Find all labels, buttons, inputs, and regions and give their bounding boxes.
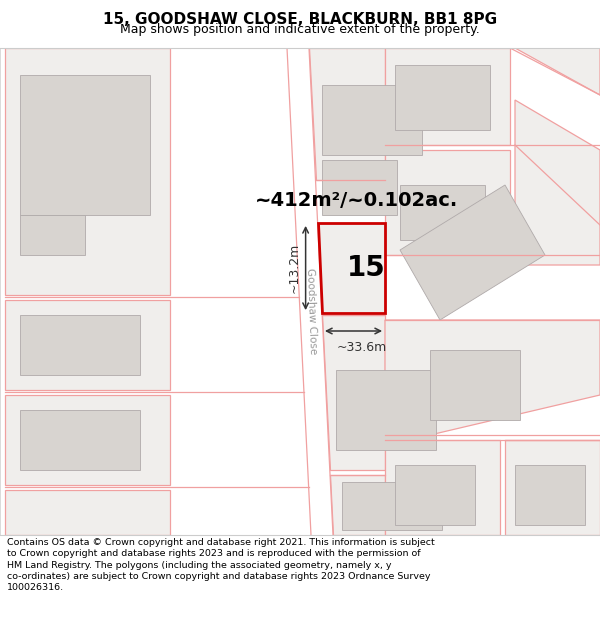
Polygon shape <box>430 350 520 420</box>
Polygon shape <box>505 440 600 535</box>
Polygon shape <box>400 185 485 240</box>
Polygon shape <box>5 490 170 535</box>
Polygon shape <box>395 465 475 525</box>
Polygon shape <box>385 320 600 435</box>
Text: ~33.6m: ~33.6m <box>336 341 386 354</box>
Polygon shape <box>20 215 85 255</box>
Polygon shape <box>5 395 170 485</box>
Polygon shape <box>322 160 397 215</box>
Polygon shape <box>515 100 600 265</box>
Polygon shape <box>385 150 510 255</box>
Text: 15: 15 <box>347 254 386 282</box>
Text: Map shows position and indicative extent of the property.: Map shows position and indicative extent… <box>120 23 480 36</box>
Polygon shape <box>322 85 422 155</box>
Polygon shape <box>322 315 385 470</box>
Polygon shape <box>330 475 385 535</box>
Polygon shape <box>5 48 170 295</box>
Polygon shape <box>20 410 140 470</box>
Polygon shape <box>5 300 170 390</box>
Polygon shape <box>317 223 385 313</box>
Text: Contains OS data © Crown copyright and database right 2021. This information is : Contains OS data © Crown copyright and d… <box>7 538 435 592</box>
Polygon shape <box>385 440 500 535</box>
Polygon shape <box>309 48 385 180</box>
Text: ~412m²/~0.102ac.: ~412m²/~0.102ac. <box>254 191 458 211</box>
Polygon shape <box>336 370 436 450</box>
Polygon shape <box>287 48 333 535</box>
Polygon shape <box>341 482 442 530</box>
Polygon shape <box>332 231 370 305</box>
Text: Goodshaw Close: Goodshaw Close <box>305 268 319 355</box>
Polygon shape <box>515 465 585 525</box>
Polygon shape <box>400 185 545 320</box>
Polygon shape <box>395 65 490 130</box>
Polygon shape <box>20 315 140 375</box>
Polygon shape <box>515 48 600 95</box>
Polygon shape <box>385 48 510 145</box>
Text: ~13.2m: ~13.2m <box>287 243 301 293</box>
Polygon shape <box>20 75 150 215</box>
Text: 15, GOODSHAW CLOSE, BLACKBURN, BB1 8PG: 15, GOODSHAW CLOSE, BLACKBURN, BB1 8PG <box>103 12 497 27</box>
